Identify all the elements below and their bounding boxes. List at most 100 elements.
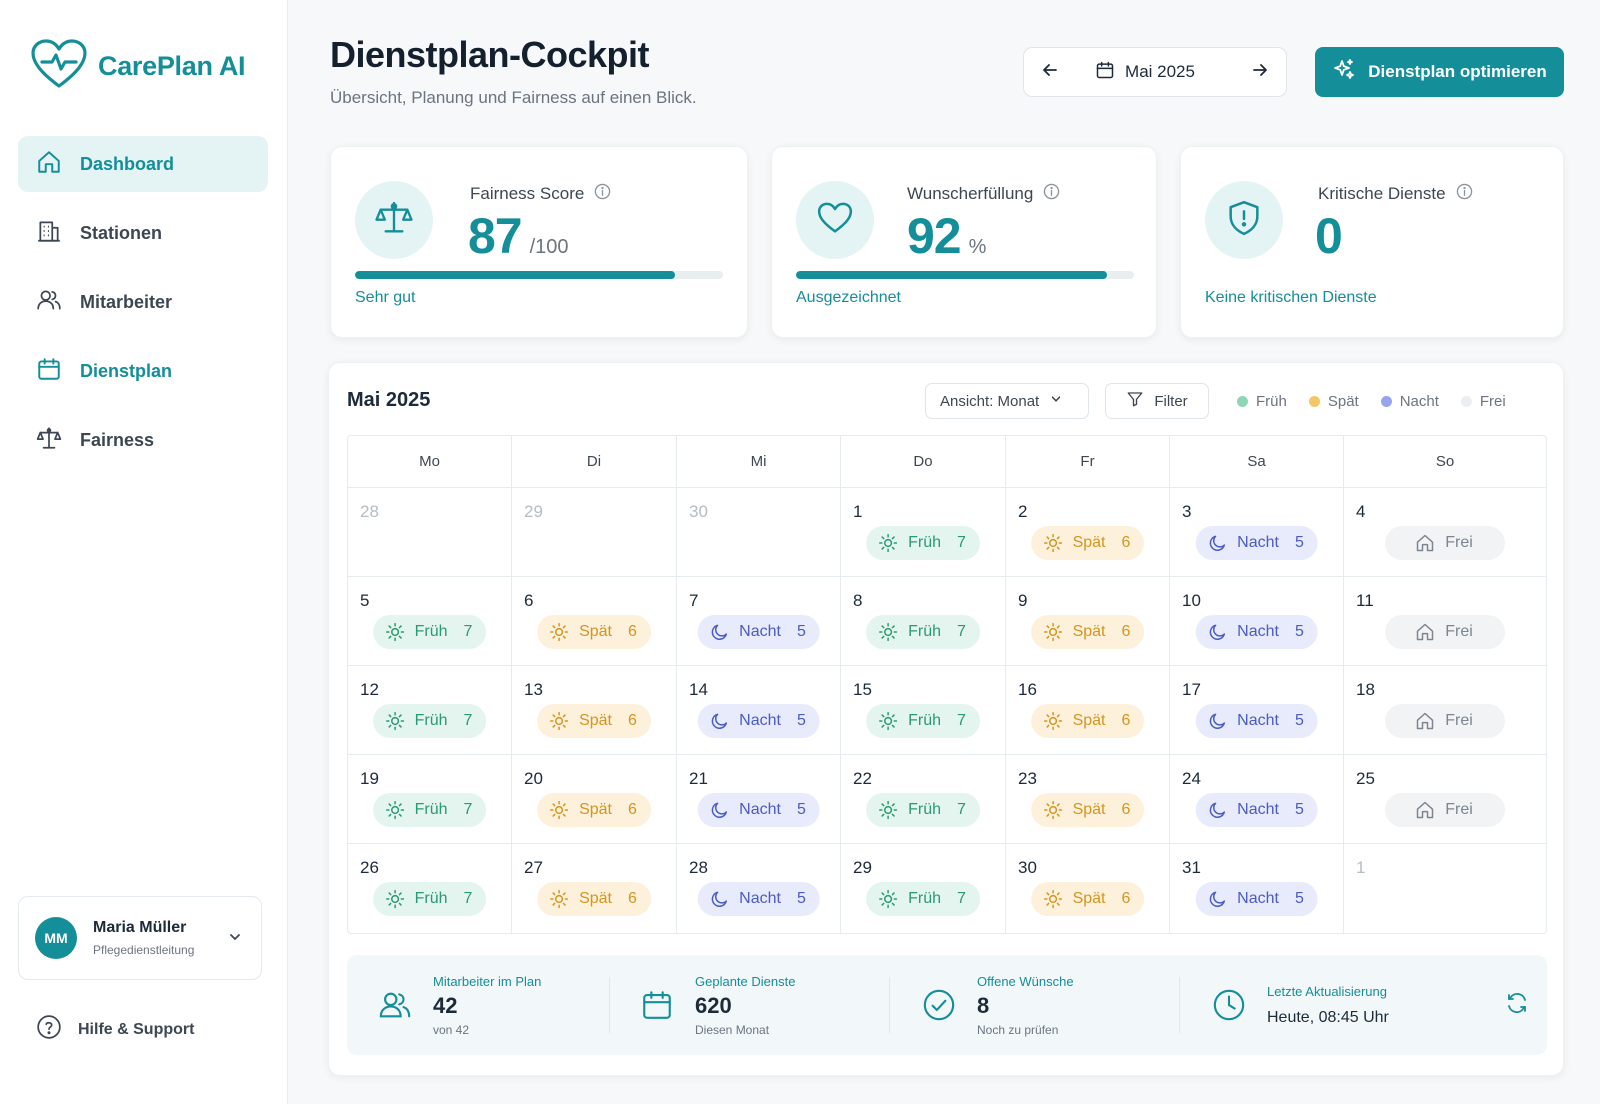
divider [1179,977,1180,1033]
shift-badge-nacht[interactable]: Nacht 5 [1195,793,1318,827]
shift-badge-frueh[interactable]: Früh 7 [372,704,487,738]
next-month-button[interactable] [1234,61,1286,84]
calendar-day-cell[interactable]: 15 Früh 7 [841,666,1006,754]
shift-badge-frueh[interactable]: Früh 7 [372,793,487,827]
calendar-day-cell[interactable]: 30 Spät 6 [1006,844,1170,933]
calendar-day-cell[interactable]: 23 Spät 6 [1006,755,1170,843]
filter-button[interactable]: Filter [1105,383,1209,419]
shift-badge-spaet[interactable]: Spät 6 [1030,793,1145,827]
shift-badge-frueh[interactable]: Früh 7 [866,526,980,560]
refresh-icon[interactable] [1505,991,1529,1020]
calendar-day-cell[interactable]: 10 Nacht 5 [1170,577,1344,665]
shift-badge-nacht[interactable]: Nacht 5 [1195,526,1318,560]
calendar-day-cell[interactable]: 8 Früh 7 [841,577,1006,665]
shift-badge-spaet[interactable]: Spät 6 [1030,882,1145,916]
sidebar-item-fairness[interactable]: Fairness [18,412,268,468]
sun-icon [878,711,898,731]
shift-badge-frueh[interactable]: Früh 7 [372,615,487,649]
calendar-day-cell[interactable]: 26 Früh 7 [348,844,512,933]
sun-icon [1043,711,1063,731]
stats-strip: Mitarbeiter im Plan 42 von 42 Geplante D… [347,955,1547,1055]
shift-badge-frueh[interactable]: Früh 7 [866,704,980,738]
calendar-day-cell[interactable]: 17 Nacht 5 [1170,666,1344,754]
sidebar-item-stationen[interactable]: Stationen [18,205,268,261]
shift-badge-frei[interactable]: Frei [1385,526,1505,560]
view-select[interactable]: Ansicht: Monat [925,383,1089,419]
month-picker[interactable]: Mai 2025 [1056,60,1234,85]
optimize-schedule-button[interactable]: Dienstplan optimieren [1315,47,1564,97]
calendar-day-cell[interactable]: 1 Früh 7 [841,488,1006,576]
calendar-day-cell[interactable]: 18 Frei [1344,666,1546,754]
shift-badge-frueh[interactable]: Früh 7 [866,882,980,916]
shift-badge-frei[interactable]: Frei [1385,704,1505,738]
shift-badge-nacht[interactable]: Nacht 5 [1195,704,1318,738]
stat-value: 8 [977,992,990,1018]
calendar-day-cell[interactable]: 4 Frei [1344,488,1546,576]
calendar-day-cell[interactable]: 1 [1344,844,1546,933]
clock-icon [1209,988,1249,1022]
info-icon[interactable] [1043,183,1060,205]
shift-badge-frei[interactable]: Frei [1385,793,1505,827]
calendar-day-cell[interactable]: 11 Frei [1344,577,1546,665]
calendar-day-cell[interactable]: 27 Spät 6 [512,844,677,933]
shift-count: 7 [463,712,473,729]
calendar-day-cell[interactable]: 7 Nacht 5 [677,577,841,665]
calendar-day-cell[interactable]: 30 [677,488,841,576]
legend-dot [1380,396,1392,407]
day-number: 9 [1018,591,1028,610]
calendar-day-cell[interactable]: 20 Spät 6 [512,755,677,843]
shift-badge-spaet[interactable]: Spät 6 [1030,615,1145,649]
shift-badge-spaet[interactable]: Spät 6 [1030,704,1145,738]
calendar-day-cell[interactable]: 24 Nacht 5 [1170,755,1344,843]
shift-badge-spaet[interactable]: Spät 6 [537,615,651,649]
calendar-day-cell[interactable]: 19 Früh 7 [348,755,512,843]
shift-badge-frueh[interactable]: Früh 7 [866,793,980,827]
calendar-day-cell[interactable]: 28 [348,488,512,576]
shift-badge-nacht[interactable]: Nacht 5 [697,793,820,827]
calendar-day-cell[interactable]: 5 Früh 7 [348,577,512,665]
help-support-link[interactable]: Hilfe & Support [36,1014,194,1045]
calendar-day-cell[interactable]: 3 Nacht 5 [1170,488,1344,576]
shift-label: Nacht [1237,623,1279,640]
shift-badge-nacht[interactable]: Nacht 5 [1195,615,1318,649]
calendar-day-cell[interactable]: 16 Spät 6 [1006,666,1170,754]
shift-badge-spaet[interactable]: Spät 6 [537,793,651,827]
shift-badge-spaet[interactable]: Spät 6 [537,882,651,916]
shift-badge-frueh[interactable]: Früh 7 [866,615,980,649]
app-logo[interactable]: CarePlan AI [30,38,246,95]
shift-count: 7 [957,890,966,907]
legend-dot [1308,396,1320,407]
calendar-day-cell[interactable]: 12 Früh 7 [348,666,512,754]
calendar-day-cell[interactable]: 13 Spät 6 [512,666,677,754]
info-icon[interactable] [594,183,611,205]
calendar-day-cell[interactable]: 29 [512,488,677,576]
shift-badge-nacht[interactable]: Nacht 5 [1195,882,1318,916]
calendar-week-row: 26 Früh 7 27 Spät 6 28 Nacht 5 29 Früh 7 30 Spät 6 31 Na… [348,844,1546,933]
calendar-day-cell[interactable]: 6 Spät 6 [512,577,677,665]
shift-badge-frueh[interactable]: Früh 7 [372,882,487,916]
shift-badge-nacht[interactable]: Nacht 5 [697,882,820,916]
calendar-day-cell[interactable]: 29 Früh 7 [841,844,1006,933]
calendar-day-cell[interactable]: 31 Nacht 5 [1170,844,1344,933]
shift-badge-nacht[interactable]: Nacht 5 [697,615,820,649]
shift-badge-frei[interactable]: Frei [1385,615,1505,649]
sidebar-item-mitarbeiter[interactable]: Mitarbeiter [18,274,268,330]
chevron-down-icon[interactable] [227,929,243,950]
calendar-day-cell[interactable]: 21 Nacht 5 [677,755,841,843]
info-icon[interactable] [1456,183,1473,205]
calendar-day-cell[interactable]: 22 Früh 7 [841,755,1006,843]
shift-badge-spaet[interactable]: Spät 6 [1030,526,1145,560]
shift-badge-spaet[interactable]: Spät 6 [537,704,651,738]
day-number: 24 [1182,769,1201,788]
sidebar-item-dienstplan[interactable]: Dienstplan [18,343,268,399]
calendar-day-cell[interactable]: 28 Nacht 5 [677,844,841,933]
calendar-day-cell[interactable]: 25 Frei [1344,755,1546,843]
user-menu[interactable]: MM Maria Müller Pflegedienstleitung [18,896,262,980]
prev-month-button[interactable] [1024,61,1076,84]
shift-badge-nacht[interactable]: Nacht 5 [697,704,820,738]
calendar-day-cell[interactable]: 14 Nacht 5 [677,666,841,754]
calendar-day-cell[interactable]: 2 Spät 6 [1006,488,1170,576]
building-icon [36,218,62,249]
calendar-day-cell[interactable]: 9 Spät 6 [1006,577,1170,665]
sidebar-item-dashboard[interactable]: Dashboard [18,136,268,192]
